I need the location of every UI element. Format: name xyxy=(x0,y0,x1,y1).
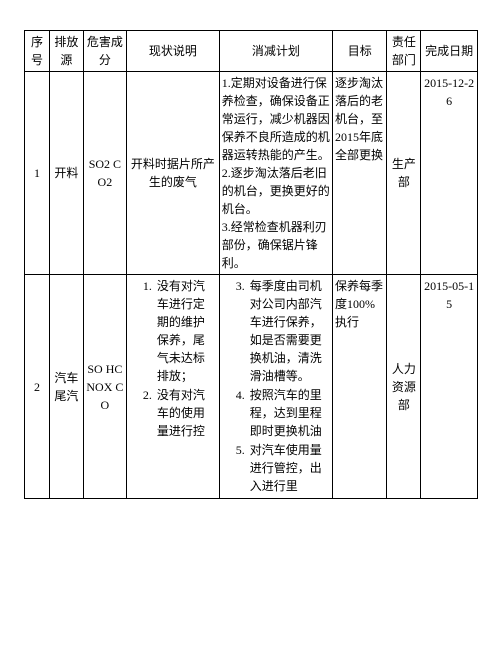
cell-hazard: SO2 CO2 xyxy=(83,72,126,275)
cell-date: 2015-05-15 xyxy=(421,275,478,499)
table-header-row: 序号 排放源 危害成分 现状说明 消减计划 目标 责任部门 完成日期 xyxy=(25,31,478,72)
plan-item-label: 2. xyxy=(222,166,231,180)
status-item: 没有对汽车进行定期的维护保养，尾气未达标排放； xyxy=(155,277,217,385)
plan-item: 每季度由司机对公司内部汽车进行保养，如是否需要更换机油，清洗滑油槽等。 xyxy=(248,277,330,385)
cell-source: 开料 xyxy=(49,72,83,275)
cell-status: 没有对汽车进行定期的维护保养，尾气未达标排放； 没有对汽车的使用量进行控 xyxy=(126,275,219,499)
plan-list: 1.定期对设备进行保养检查，确保设备正常运行，减少机器因保养不良所造成的机器运转… xyxy=(222,74,330,272)
table-row: 2 汽车尾汽 SO HC NOX CO 没有对汽车进行定期的维护保养，尾气未达标… xyxy=(25,275,478,499)
col-header-seq: 序号 xyxy=(25,31,50,72)
cell-hazard: SO HC NOX CO xyxy=(83,275,126,499)
col-header-plan: 消减计划 xyxy=(219,31,332,72)
plan-item-text: 定期对设备进行保养检查，确保设备正常运行，减少机器因保养不良所造成的机器运转热能… xyxy=(222,76,330,162)
plan-item-text: 逐步淘汰落后老旧的机台，更换更好的机台。 xyxy=(222,166,330,216)
col-header-source: 排放源 xyxy=(49,31,83,72)
status-item: 没有对汽车的使用量进行控 xyxy=(155,386,217,440)
cell-target: 逐步淘汰落后的老机台，至2015年底全部更换 xyxy=(333,72,387,275)
plan-item: 按照汽车的里程，达到里程即时更换机油 xyxy=(248,386,330,440)
col-header-target: 目标 xyxy=(333,31,387,72)
cell-seq: 2 xyxy=(25,275,50,499)
table-row: 1 开料 SO2 CO2 开料时据片所产生的废气 1.定期对设备进行保养检查，确… xyxy=(25,72,478,275)
col-header-status: 现状说明 xyxy=(126,31,219,72)
cell-plan: 每季度由司机对公司内部汽车进行保养，如是否需要更换机油，清洗滑油槽等。 按照汽车… xyxy=(219,275,332,499)
cell-dept: 人力资源部 xyxy=(387,275,421,499)
cell-date: 2015-12-26 xyxy=(421,72,478,275)
cell-dept: 生产部 xyxy=(387,72,421,275)
plan-list: 每季度由司机对公司内部汽车进行保养，如是否需要更换机油，清洗滑油槽等。 按照汽车… xyxy=(222,277,330,495)
cell-status: 开料时据片所产生的废气 xyxy=(126,72,219,275)
plan-item-text: 经常检查机器利刃部份，确保锯片锋利。 xyxy=(222,220,327,270)
cell-target: 保养每季度100%执行 xyxy=(333,275,387,499)
col-header-dept: 责任部门 xyxy=(387,31,421,72)
emissions-table: 序号 排放源 危害成分 现状说明 消减计划 目标 责任部门 完成日期 1 开料 … xyxy=(24,30,478,499)
plan-item-label: 3. xyxy=(222,220,231,234)
cell-plan: 1.定期对设备进行保养检查，确保设备正常运行，减少机器因保养不良所造成的机器运转… xyxy=(219,72,332,275)
cell-seq: 1 xyxy=(25,72,50,275)
plan-item-label: 1. xyxy=(222,76,231,90)
status-list: 没有对汽车进行定期的维护保养，尾气未达标排放； 没有对汽车的使用量进行控 xyxy=(129,277,217,440)
cell-source: 汽车尾汽 xyxy=(49,275,83,499)
col-header-date: 完成日期 xyxy=(421,31,478,72)
col-header-hazard: 危害成分 xyxy=(83,31,126,72)
plan-item: 对汽车使用量进行管控，出入进行里 xyxy=(248,441,330,495)
